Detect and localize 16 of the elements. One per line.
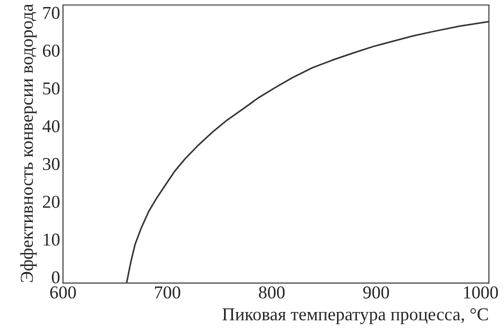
y-tick-label: 70 xyxy=(43,6,60,19)
x-tick-label: 700 xyxy=(155,286,180,299)
y-tick-label: 10 xyxy=(44,233,60,246)
y-tick-label: 20 xyxy=(42,196,60,208)
y-tick-label: 50 xyxy=(43,82,60,95)
y-tick-label: 0 xyxy=(52,271,60,284)
y-tick-label: 40 xyxy=(42,120,60,132)
y-tick-label: 60 xyxy=(42,44,60,57)
y-axis-title: Эффективность конверсии водорода xyxy=(20,4,37,282)
y-tick-label: 30 xyxy=(43,158,60,170)
x-tick-label: 1000 xyxy=(464,286,498,299)
x-tick-label: 800 xyxy=(258,286,285,299)
x-tick-label: 600 xyxy=(50,286,76,299)
x-tick-label: 900 xyxy=(363,286,389,299)
x-axis-title: Пиковая температура процесса, °C xyxy=(222,308,488,324)
line-series xyxy=(126,20,489,284)
